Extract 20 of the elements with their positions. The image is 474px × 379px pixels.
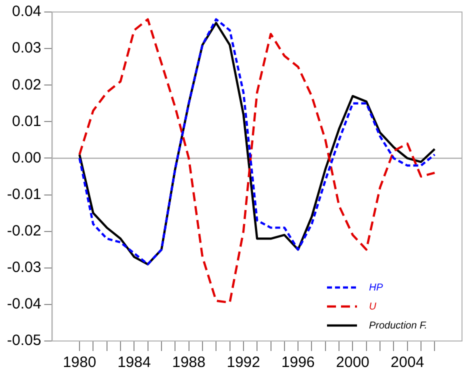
x-tick-label: 1996	[281, 354, 315, 372]
x-tick-label: 2000	[336, 354, 370, 372]
y-tick-label: 0.00	[12, 149, 42, 166]
x-tick-label: 1988	[172, 354, 206, 372]
y-tick-label: -0.02	[6, 222, 42, 240]
y-tick-label: -0.03	[6, 259, 42, 276]
legend-label: Production F.	[369, 320, 428, 332]
y-tick-label: 0.01	[12, 112, 42, 130]
y-tick-label: 0.04	[12, 3, 42, 20]
x-tick-label: 2004	[390, 354, 424, 372]
y-tick-label: 0.03	[12, 40, 42, 57]
y-tick-label: 0.02	[12, 76, 42, 94]
y-tick-label: -0.05	[6, 332, 42, 350]
legend-label: HP	[369, 282, 384, 294]
y-tick-label: -0.04	[6, 296, 42, 313]
x-tick-label: 1992	[226, 354, 260, 372]
y-tick-label: -0.01	[6, 186, 42, 203]
legend-label: U	[369, 301, 377, 312]
x-tick-label: 1984	[117, 354, 151, 372]
x-tick-label: 1980	[62, 354, 96, 372]
